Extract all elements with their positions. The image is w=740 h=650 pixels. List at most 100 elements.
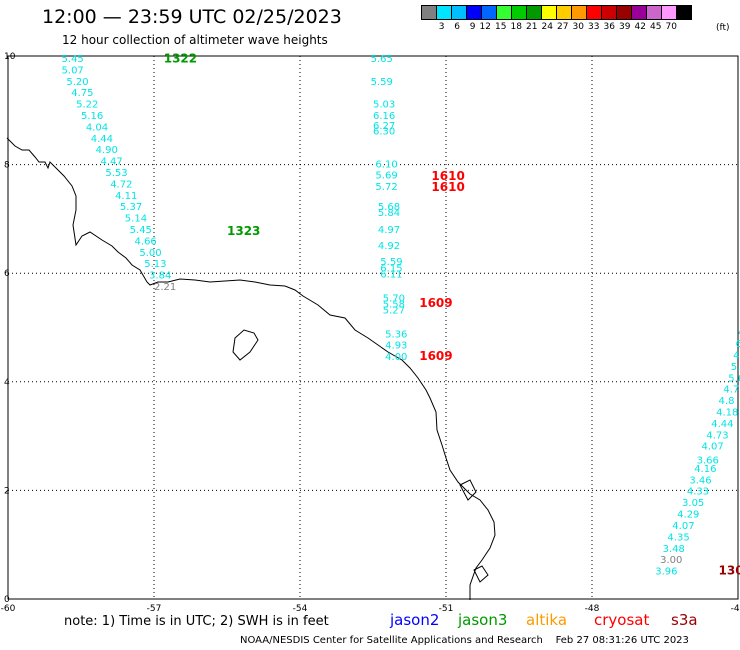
wave-height-value: 4.33 [687, 487, 709, 498]
wave-height-value: 4.73 [706, 430, 728, 441]
mission-cryosat: cryosat [594, 611, 650, 629]
wave-height-value: 5.58 [383, 299, 405, 310]
legend-tick: 9 [469, 22, 476, 32]
wave-height-value: 5.45 [130, 225, 152, 236]
wave-height-value: 6.11 [380, 270, 402, 281]
lat-tick-label: 2 [4, 486, 10, 496]
wave-height-value: 4.44 [711, 419, 733, 430]
wave-height-value: 5.53 [105, 168, 127, 179]
wave-height-value: 5.03 [373, 100, 395, 111]
credit-line: NOAA/NESDIS Center for Satellite Applica… [240, 635, 689, 646]
legend-unit: (ft) [716, 23, 730, 33]
wave-height-value: 5.00 [139, 248, 161, 259]
legend-tick: 24 [541, 22, 553, 32]
wave-height-value: 5.59 [380, 257, 402, 268]
wave-height-value: 5.72 [375, 182, 397, 193]
legend-tick: 3 [438, 22, 445, 32]
wave-height-value: 6. [736, 339, 740, 350]
lat-tick-label: 6 [4, 269, 10, 279]
mission-s3a: s3a [671, 611, 698, 629]
wave-height-value: 4.07 [702, 442, 724, 453]
wave-height-value: 6.27 [373, 121, 395, 132]
wave-height-value: 5.20 [66, 77, 88, 88]
lon-tick-label: -57 [147, 604, 162, 614]
wave-height-value: 4.72 [110, 179, 132, 190]
coastline [6, 137, 496, 600]
wave-height-value: 5.69 [375, 171, 397, 182]
legend-tick: 6 [454, 22, 460, 32]
pass-time-label: 1610 [431, 169, 464, 183]
wave-height-value: 4. [738, 328, 740, 339]
pass-time-label: 1609 [419, 296, 452, 310]
legend-tick: 30 [572, 22, 584, 32]
wave-height-value: 5.70 [383, 293, 405, 304]
lon-tick-label: -54 [293, 604, 308, 614]
wave-height-value: 4.93 [385, 341, 407, 352]
lon-tick-label: -60 [1, 604, 16, 614]
lat-tick-label: 10 [4, 52, 16, 62]
lon-tick-label: -51 [439, 604, 454, 614]
wave-height-value: 6.15 [380, 264, 402, 275]
wave-height-value: 3.00 [660, 555, 682, 566]
legend-tick: 27 [557, 22, 569, 32]
wave-height-value: 5.36 [385, 329, 407, 340]
wave-height-value: 4.11 [115, 191, 137, 202]
pass-time-label: 130 [719, 564, 740, 578]
lat-tick-label: 8 [4, 161, 10, 171]
wave-height-value: 3.96 [655, 567, 677, 578]
wave-height-value: 4.00 [385, 352, 407, 363]
mission-altika: altika [526, 611, 568, 629]
wave-height-value: 5.07 [62, 65, 84, 76]
wave-height-value: 4.66 [135, 236, 157, 247]
mission-jason3: jason3 [458, 611, 508, 629]
pass-time-label: 1610 [431, 180, 464, 194]
wave-height-value: 6.16 [373, 111, 395, 122]
wave-height-value: 5.37 [120, 202, 142, 213]
wave-height-value: 5.59 [371, 77, 393, 88]
wave-height-value: 5.22 [76, 100, 98, 111]
map-frame [7, 55, 739, 600]
credit-text: NOAA/NESDIS Center for Satellite Applica… [240, 635, 543, 646]
lat-tick-label: 4 [4, 378, 10, 388]
wave-height-value: 5.84 [378, 208, 400, 219]
wave-height-value: 5.65 [371, 54, 393, 65]
wave-height-value: 5.14 [125, 214, 147, 225]
wave-height-value: 4.04 [86, 122, 108, 133]
footnote: note: 1) Time is in UTC; 2) SWH is in fe… [64, 614, 329, 629]
pass-time-label: 1323 [227, 224, 260, 238]
lat-tick-label: 0 [4, 595, 10, 605]
wave-height-value: 3.48 [663, 544, 685, 555]
island-outline [473, 565, 489, 583]
mission-jason2: jason2 [390, 611, 440, 629]
wave-height-value: 3.05 [682, 498, 704, 509]
wave-height-value: 2.21 [154, 282, 176, 293]
wave-height-value: 3.84 [149, 271, 171, 282]
wave-height-value: 4.47 [100, 157, 122, 168]
wave-height-value: 5. [731, 362, 740, 373]
wave-height-value: 3.46 [689, 475, 711, 486]
legend-swatch [676, 5, 692, 20]
island-outline [232, 329, 259, 361]
color-legend: 3 6 9 12 15 18 21 24 27 30 33 36 39 42 45 70 [421, 5, 692, 32]
wave-height-value: 5.6 [728, 373, 740, 384]
legend-tick: 36 [603, 22, 615, 32]
page-title: 12:00 — 23:59 UTC 02/25/2023 [42, 6, 342, 28]
wave-height-value: 4.75 [71, 88, 93, 99]
wave-height-value: 4.07 [672, 521, 694, 532]
legend-tick: 42 [634, 22, 646, 32]
legend-tick: 15 [495, 22, 507, 32]
lon-tick-label: -48 [585, 604, 600, 614]
legend-swatches [421, 5, 692, 20]
wave-height-value: 3.66 [697, 455, 719, 466]
legend-tick: 33 [588, 22, 600, 32]
legend-tick: 45 [650, 22, 662, 32]
wave-height-value: 4.8 [719, 396, 735, 407]
wave-height-value: 5.68 [378, 202, 400, 213]
legend-tick: 18 [510, 22, 522, 32]
wave-height-value: 4.7 [723, 385, 739, 396]
island-outline [459, 479, 477, 501]
lon-tick-label: -45 [731, 604, 740, 614]
wave-height-value: 4.90 [96, 145, 118, 156]
page-subtitle: 12 hour collection of altimeter wave hei… [62, 33, 328, 47]
